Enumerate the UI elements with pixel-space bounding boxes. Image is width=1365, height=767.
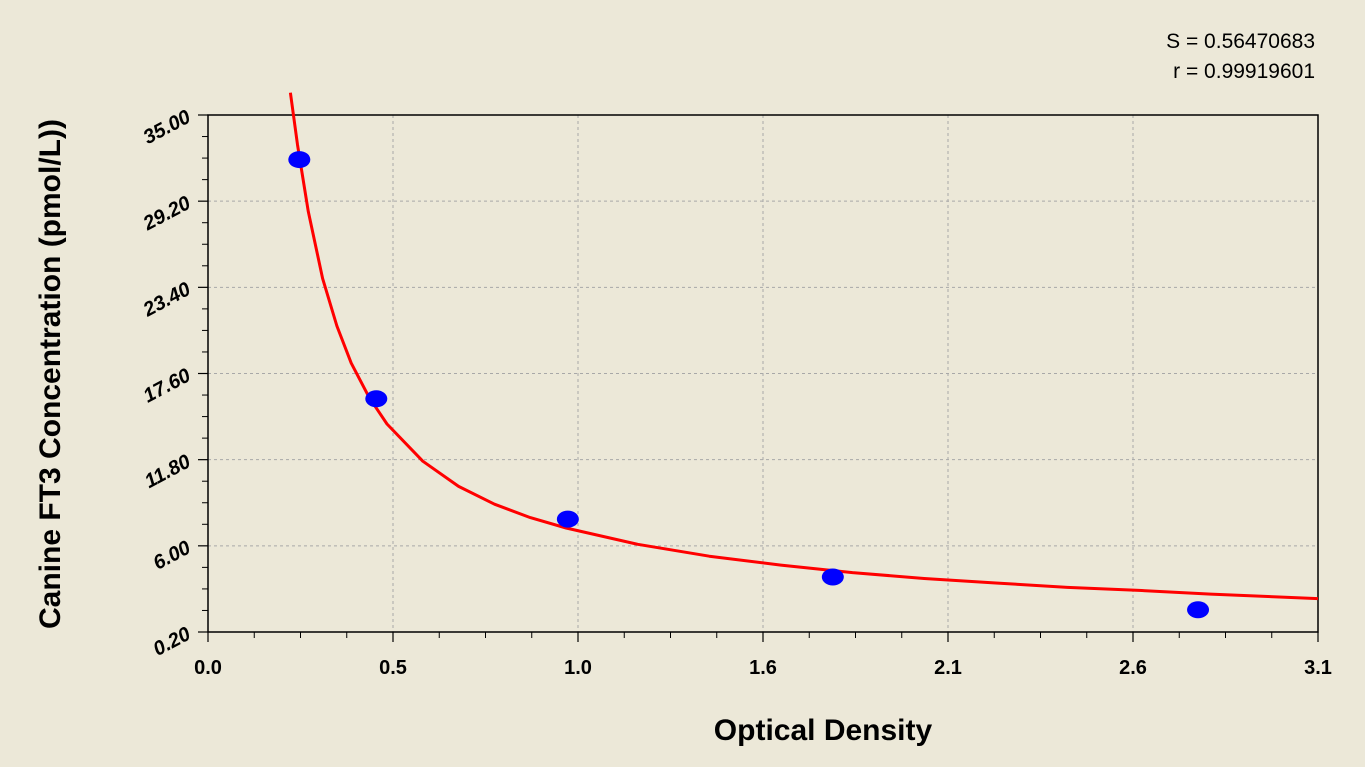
x-tick-label: 0.0 [194,657,222,679]
x-tick-label: 2.6 [1119,657,1147,679]
tick-marks [198,114,1319,642]
data-points-layer [288,151,1210,619]
y-tick-labels: 0.20 6.00 11.80 17.60 23.40 29.20 35.00 [139,106,194,661]
data-point [365,390,388,408]
x-axis-title: Optical Density [714,714,933,747]
data-point [556,510,579,528]
x-tick-label: 1.0 [564,657,592,679]
data-point [288,151,311,169]
data-point [1187,601,1210,619]
x-tick-label: 1.6 [749,657,777,679]
y-axis-title: Canine FT3 Concentration (pmol/L)) [34,119,67,629]
x-tick-label: 3.1 [1304,657,1332,679]
x-tick-label: 0.5 [379,657,407,679]
x-tick-labels: 0.0 0.5 1.0 1.6 2.1 2.6 3.1 [194,657,1332,679]
y-tick-label: 11.80 [141,451,194,493]
y-tick-label: 0.20 [150,623,195,661]
stat-r-label: r = 0.99919601 [1173,60,1315,83]
grid-lines [208,115,1318,632]
y-tick-label: 29.20 [139,192,194,235]
fit-curve-layer [288,92,1319,601]
y-tick-label: 6.00 [150,537,195,575]
y-tick-label: 23.40 [139,278,194,321]
fit-curve [288,92,1319,601]
y-tick-label: 35.00 [140,106,195,149]
data-point [821,568,844,586]
stat-s-label: S = 0.56470683 [1166,30,1315,53]
y-tick-label: 17.60 [140,364,195,407]
x-tick-label: 2.1 [934,657,962,679]
